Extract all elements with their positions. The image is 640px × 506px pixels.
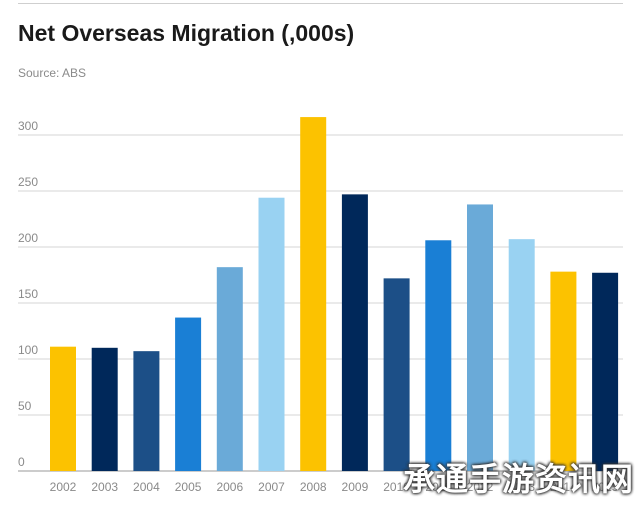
y-tick-label: 200 bbox=[18, 231, 38, 245]
top-rule bbox=[18, 3, 623, 4]
bars bbox=[50, 117, 619, 472]
bar-2008 bbox=[300, 117, 327, 471]
x-tick-label: 2013 bbox=[508, 480, 535, 494]
x-tick-label: 2011 bbox=[425, 480, 451, 494]
bar-2010 bbox=[383, 278, 410, 471]
y-tick-label: 150 bbox=[18, 287, 38, 301]
chart-subtitle: Source: ABS bbox=[18, 66, 87, 80]
y-tick-label: 250 bbox=[18, 175, 38, 189]
x-tick-label: 2003 bbox=[91, 480, 118, 494]
x-tick-labels: 2002 2003 2004 2005 2006 2007 2008 2009 2010 2011… bbox=[50, 480, 619, 494]
y-tick-label: 0 bbox=[18, 455, 25, 469]
x-tick-label: 2012 bbox=[467, 480, 494, 494]
bar-2009 bbox=[341, 194, 368, 472]
x-tick-label: 2006 bbox=[216, 480, 243, 494]
x-tick-label: 2014 bbox=[550, 480, 577, 494]
y-tick-labels: 0 50 100 150 200 250 300 bbox=[18, 119, 38, 469]
bar-2014 bbox=[550, 271, 577, 471]
y-tick-label: 100 bbox=[18, 343, 38, 357]
bar-2003 bbox=[91, 347, 118, 471]
bar-2007 bbox=[258, 197, 285, 471]
x-tick-label: 2002 bbox=[50, 480, 77, 494]
bar-2005 bbox=[175, 317, 202, 471]
bar-2013 bbox=[508, 239, 535, 471]
bar-2002 bbox=[50, 346, 76, 471]
x-tick-label: 2008 bbox=[300, 480, 327, 494]
bar-2004 bbox=[133, 351, 160, 471]
bar-2006 bbox=[216, 267, 243, 471]
x-tick-label: 2005 bbox=[175, 480, 202, 494]
x-tick-label: 2004 bbox=[133, 480, 160, 494]
chart-title: Net Overseas Migration (,000s) bbox=[18, 20, 355, 46]
watermark-logo: 承通手游资讯网 bbox=[402, 460, 634, 498]
x-tick-label: 2010 bbox=[383, 480, 410, 494]
bar-2012 bbox=[467, 204, 493, 471]
bar-2015 bbox=[592, 272, 619, 471]
x-tick-label: 2009 bbox=[342, 480, 369, 494]
x-tick-label: 2007 bbox=[258, 480, 285, 494]
x-tick-label: 2015 bbox=[592, 480, 619, 494]
y-tick-label: 50 bbox=[18, 399, 32, 413]
bar-2011 bbox=[425, 240, 452, 471]
y-tick-label: 300 bbox=[18, 119, 38, 133]
